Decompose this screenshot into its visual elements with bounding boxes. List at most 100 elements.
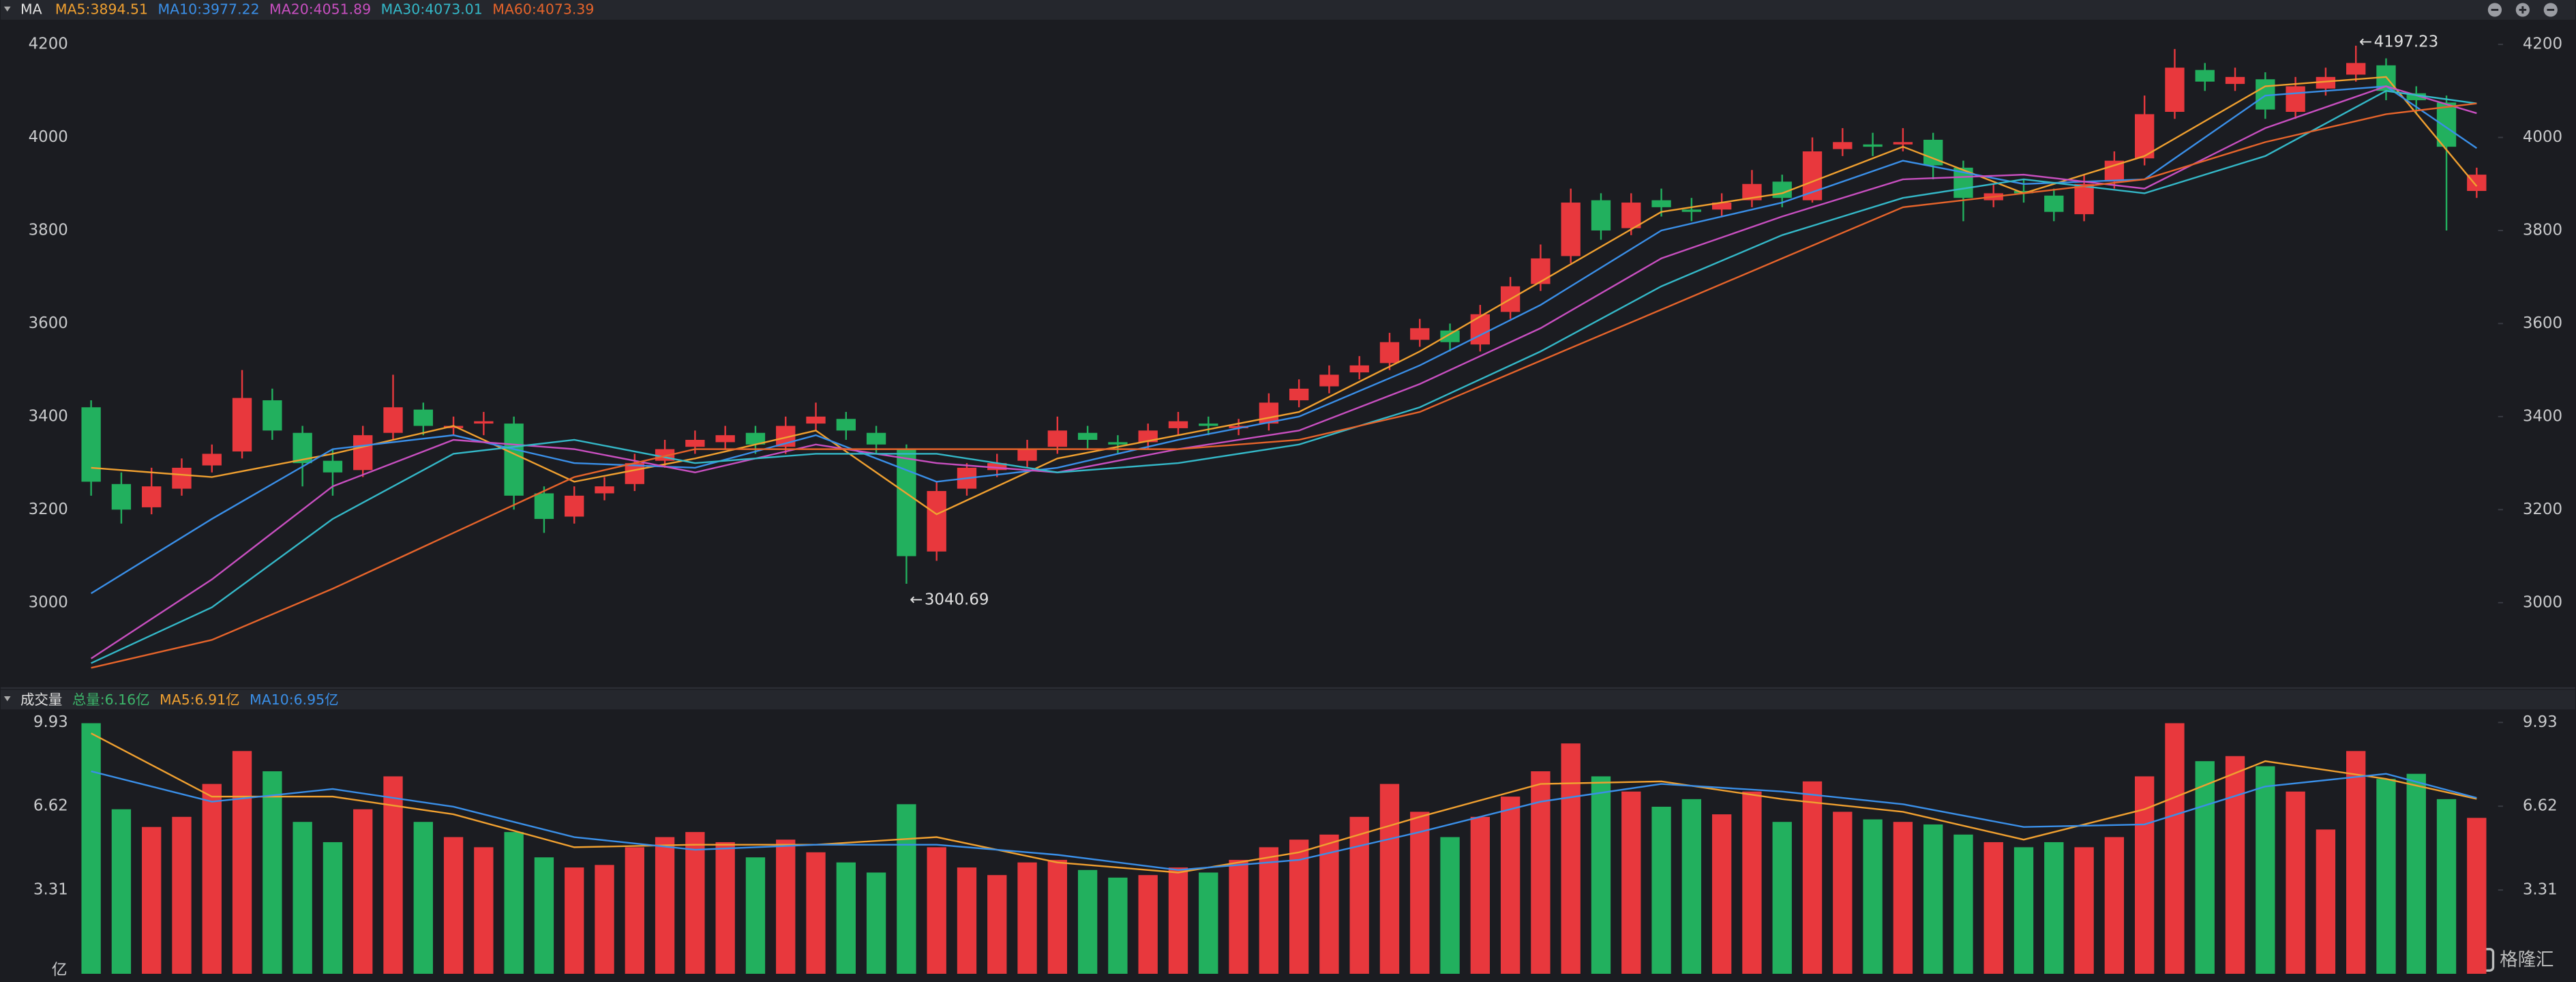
volume-bar xyxy=(685,832,705,974)
candle-body xyxy=(81,407,101,482)
volume-bar xyxy=(745,857,766,974)
ma-line xyxy=(90,85,2478,595)
y-tick-label-right: 3800 xyxy=(2523,221,2562,239)
volume-bar xyxy=(2165,723,2185,974)
volume-bar xyxy=(1591,776,1611,974)
candle-body xyxy=(1742,183,1762,200)
candle-body xyxy=(1047,430,1067,447)
volume-bar xyxy=(927,847,946,974)
candle-body xyxy=(1470,314,1491,345)
candle-body xyxy=(2286,86,2305,113)
candle-body xyxy=(1017,449,1037,461)
volume-bar xyxy=(1017,862,1037,974)
candle-body xyxy=(142,486,162,507)
y-tick-label-right: 3400 xyxy=(2523,407,2562,425)
volume-bar xyxy=(2406,773,2426,974)
volume-bar xyxy=(2104,837,2125,974)
candle-body xyxy=(1349,365,1369,373)
ma-line xyxy=(91,770,2477,871)
y-tick-label: 9.93 xyxy=(33,713,68,731)
candle-body xyxy=(987,463,1007,471)
legend-entry: MA5:6.91亿 xyxy=(160,691,240,708)
volume-bar xyxy=(534,857,554,974)
candle-body xyxy=(1772,181,1792,198)
volume-bar xyxy=(1440,837,1460,974)
candle-body xyxy=(1591,200,1611,230)
candle-body xyxy=(1259,402,1279,424)
collapse-icon[interactable] xyxy=(3,6,11,12)
volume-header xyxy=(1,689,2575,710)
volume-bar xyxy=(2256,766,2275,974)
legend-entry: MA10:6.95亿 xyxy=(250,691,339,708)
candle-body xyxy=(263,400,282,431)
candle-body xyxy=(443,426,464,428)
volume-bar xyxy=(1681,799,1702,974)
candle-body xyxy=(715,435,735,443)
candle-body xyxy=(1531,258,1551,284)
legend-entry: MA20:4051.89 xyxy=(269,1,371,17)
volume-bar xyxy=(2195,761,2215,974)
volume-bar xyxy=(1983,842,2003,974)
y-tick-label: 4200 xyxy=(29,35,68,53)
volume-bar xyxy=(1923,824,1943,974)
volume-bar xyxy=(1319,834,1339,974)
y-tick-label: 3600 xyxy=(29,314,68,332)
volume-bar xyxy=(293,822,312,974)
volume-bar xyxy=(1561,743,1581,974)
volume-bar xyxy=(1953,834,1973,974)
volume-bar xyxy=(504,832,524,974)
volume-bar xyxy=(625,847,644,974)
volume-bar xyxy=(1379,784,1400,974)
volume-bar xyxy=(1651,806,1671,974)
extreme-arrow: ← xyxy=(910,591,923,609)
volume-bar xyxy=(1711,814,1732,974)
volume-bar xyxy=(142,827,162,974)
ma-line xyxy=(91,102,2477,669)
candle-body xyxy=(323,460,343,473)
candle-body xyxy=(2225,76,2245,85)
candle-body xyxy=(232,398,252,452)
volume-bar xyxy=(1863,819,1883,974)
candle-body xyxy=(2436,102,2457,147)
volume-bar xyxy=(263,771,282,974)
volume-bar xyxy=(1259,847,1279,974)
candle-body xyxy=(2316,76,2336,89)
candle-body xyxy=(1711,203,1732,210)
candle-body xyxy=(806,416,826,424)
candle-body xyxy=(1319,374,1339,387)
candle-body xyxy=(2195,70,2215,82)
candle-body xyxy=(504,423,524,496)
candle-body xyxy=(1651,200,1671,207)
candle-body xyxy=(1379,342,1400,363)
y-tick-label: 4000 xyxy=(29,128,68,146)
volume-bar xyxy=(2044,842,2064,974)
volume-bar xyxy=(1349,816,1369,974)
volume-bar xyxy=(2225,756,2245,974)
y-tick-label-right: 9.93 xyxy=(2523,713,2558,731)
volume-title: 成交量 xyxy=(20,691,62,708)
candle-body xyxy=(565,495,584,517)
legend-entry: MA60:4073.39 xyxy=(492,1,594,17)
volume-bar xyxy=(776,839,796,974)
candle-body xyxy=(353,435,373,471)
ma-line xyxy=(91,90,2477,664)
volume-bar xyxy=(1531,771,1551,974)
candle-body xyxy=(1833,142,1853,149)
volume-bar xyxy=(1802,781,1823,974)
volume-bar xyxy=(81,723,101,974)
volume-bar xyxy=(2467,818,2487,974)
candle-body xyxy=(2074,183,2094,215)
volume-bar xyxy=(655,837,675,974)
y-tick-label-right: 4200 xyxy=(2523,35,2562,53)
volume-bar xyxy=(111,809,132,974)
extreme-arrow: ← xyxy=(2359,33,2372,51)
candle-body xyxy=(2406,93,2426,100)
volume-bar xyxy=(2013,847,2034,974)
candle-body xyxy=(2467,175,2487,191)
volume-bar xyxy=(1168,867,1188,974)
volume-bar xyxy=(1138,875,1158,974)
volume-bar xyxy=(1742,791,1762,974)
collapse-icon[interactable] xyxy=(3,696,11,702)
y-tick-label: 6.62 xyxy=(33,797,68,815)
y-tick-label-right: 6.62 xyxy=(2523,797,2558,815)
